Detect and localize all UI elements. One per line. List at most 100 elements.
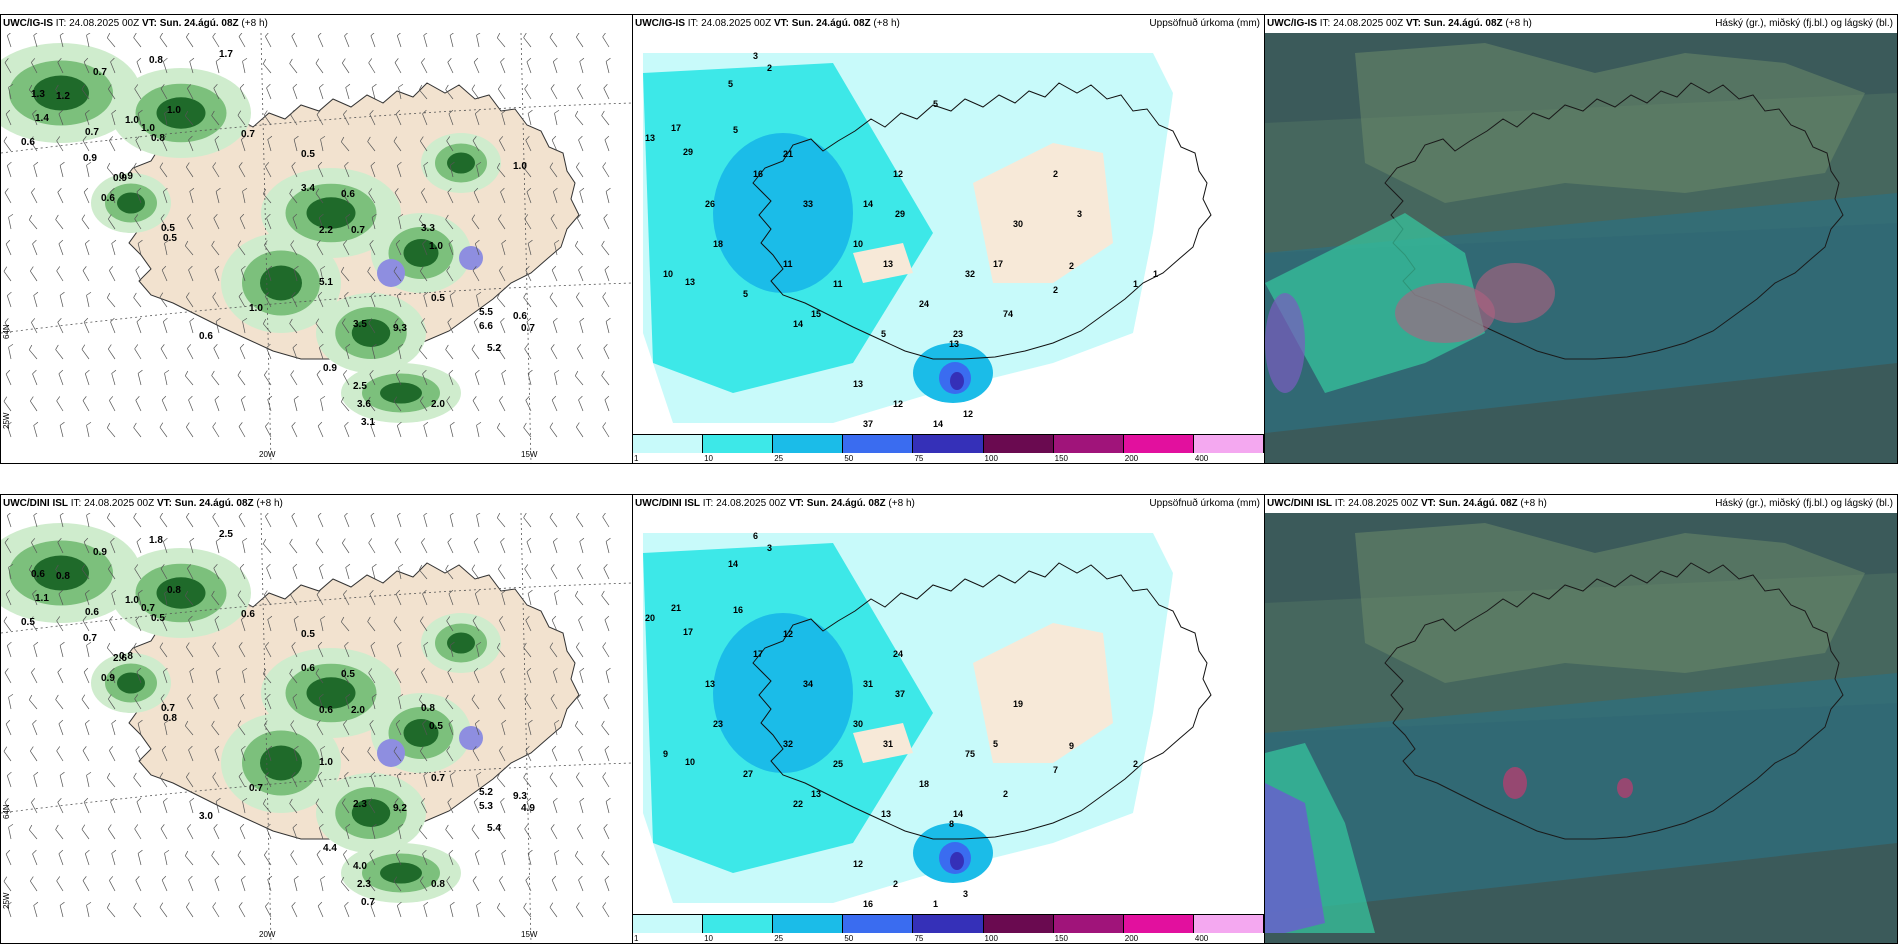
precip-value-label: 5 [881,329,886,339]
precip-shade-inner [403,719,439,747]
wind-barb [554,849,560,866]
precip-max-shade [377,259,405,287]
wind-barb [601,370,610,386]
wind-value-label: 1.4 [35,113,49,124]
wind-barb [164,109,170,126]
precip-shade-inner [351,319,391,347]
wind-barb [106,162,116,178]
wind-value-label: 0.6 [319,705,333,716]
wind-barb [603,343,610,360]
wind-barb [496,902,506,918]
precip-value-label: 5 [993,739,998,749]
precip-value-label: 31 [863,679,873,689]
wind-barb [601,720,610,736]
latitude-line [1,762,632,814]
wind-barb [449,33,455,48]
precip-shade-inner [117,192,145,214]
wind-barb [242,187,248,204]
wind-value-label: 2.0 [351,705,365,716]
wind-barb [418,694,428,710]
cloud-map [1265,33,1897,463]
wind-barb [238,292,246,308]
precip-value-label: 22 [793,799,803,809]
wind-barb [134,694,142,710]
wind-barb [497,564,506,580]
precip-value-label: 16 [753,169,763,179]
precip-shade-inner [380,862,422,884]
precip-value-label: 13 [949,339,959,349]
precip-value-label: 37 [895,689,905,699]
wind-barb [448,369,454,386]
precip-value-label: 2 [1053,285,1058,295]
wind-barb [135,875,142,892]
precip-value-label: 12 [853,859,863,869]
precip-value-label: 29 [895,209,905,219]
wind-barb [265,292,272,308]
wind-barb [291,161,298,178]
wind-barb [340,746,350,762]
wind-barb [549,772,558,788]
wind-barb [137,589,143,606]
wind-barb [549,33,558,48]
wind-barb [291,513,298,528]
wind-value-label: 0.5 [341,669,355,680]
wind-value-label: 0.9 [101,673,115,684]
wind-barb [422,849,428,866]
wind-barb [262,668,272,684]
wind-barb [448,109,454,126]
wind-barb [8,823,14,840]
wind-barb [554,719,560,736]
wind-barb [133,162,142,178]
wind-barb [476,291,482,308]
precip-value-label: 8 [949,819,954,829]
panel-field-title: Háský (gr.), miðský (fj.bl.) og lágský (… [1715,498,1893,509]
wind-barb [263,370,272,386]
wind-barb [3,746,12,762]
wind-value-label: 4.4 [323,843,337,854]
wind-barb [134,214,142,230]
wind-barb [445,824,454,840]
latitude-line [1,582,632,634]
wind-barb [160,344,168,360]
wind-barb [368,318,376,334]
wind-barb [214,265,220,282]
wind-value-label: 0.5 [301,629,315,640]
wind-barb [133,422,142,438]
wind-barb [344,641,350,658]
precip-value-label: 33 [803,199,813,209]
precip-colorbar: 1 10 25 50 75 100 150 200 400 [633,434,1264,463]
wind-barb [29,876,38,892]
wind-barb [345,83,351,100]
colorbar-swatch [633,435,704,453]
wind-barb [187,824,194,840]
precip-value-label: 12 [783,629,793,639]
wind-barb [162,667,168,684]
wind-barb [291,33,298,48]
wind-barb [109,746,116,762]
precip-value-label: 14 [863,199,873,209]
wind-barb [527,239,533,256]
wind-barb [344,161,350,178]
high-cloud-cell [1395,283,1495,343]
wind-barb [289,538,298,554]
wind-barb [447,667,454,684]
wind-value-label: 1.0 [141,123,155,134]
wind-value-label: 0.9 [113,173,127,184]
wind-barb [524,84,532,100]
wind-barb [446,876,454,892]
wind-barb [497,344,506,360]
wind-barb [602,162,610,178]
wind-value-label: 5.1 [319,277,333,288]
wind-barb [188,265,194,282]
wind-barb [137,719,143,736]
wind-barb [525,615,532,632]
wind-barb [501,589,507,606]
wind-barb [266,823,272,840]
wind-barb [419,136,428,152]
wind-barb [84,849,90,866]
dry-land-area [973,143,1113,283]
wind-barb [527,849,533,866]
wind-barb [500,57,506,74]
wind-barb [499,136,506,152]
wind-barb [29,396,38,412]
